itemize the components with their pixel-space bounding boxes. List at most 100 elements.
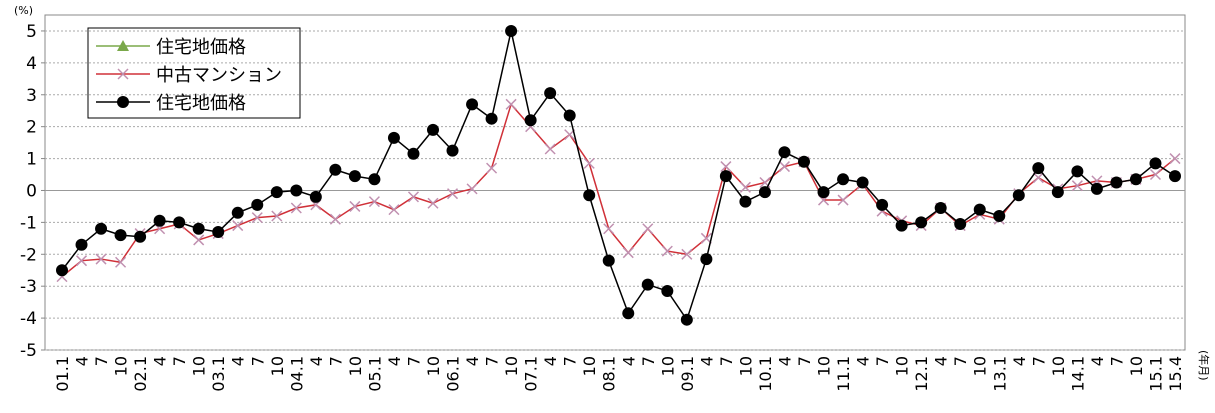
x-tick-label: 7 <box>795 356 814 366</box>
x-tick-label: 4 <box>73 356 92 366</box>
x-tick-label: 11.1 <box>834 356 853 392</box>
y-tick-label: 5 <box>26 22 37 42</box>
x-tick-label: 10 <box>502 356 521 376</box>
x-tick-label: 4 <box>854 356 873 366</box>
x-tick-label: 7 <box>873 356 892 366</box>
x-tick-label: 7 <box>639 356 658 366</box>
data-point <box>173 216 186 229</box>
x-tick-label: 10 <box>815 356 834 376</box>
x-tick-label: 08.1 <box>600 356 619 392</box>
data-point <box>1169 153 1181 165</box>
data-point <box>368 173 381 186</box>
data-point <box>641 278 654 291</box>
data-point <box>427 197 439 209</box>
x-tick-label: 4 <box>385 356 404 366</box>
data-point <box>895 219 908 232</box>
x-tick-label: 10 <box>346 356 365 376</box>
data-point <box>466 183 478 195</box>
data-point <box>368 196 380 208</box>
data-point <box>1051 186 1064 199</box>
x-tick-label: 10 <box>424 356 443 376</box>
data-point <box>934 202 947 215</box>
x-tick-label: 4 <box>1010 356 1029 366</box>
data-point <box>115 256 127 268</box>
data-point <box>290 184 303 197</box>
x-tick-label: 4 <box>775 356 794 366</box>
x-tick-label: 4 <box>463 356 482 366</box>
x-tick-label: 04.1 <box>287 356 306 392</box>
data-point <box>622 307 635 320</box>
data-point <box>466 98 479 111</box>
data-point <box>993 210 1006 222</box>
legend-label: 中古マンション <box>156 65 282 86</box>
x-tick-label: 01.1 <box>53 356 72 392</box>
data-point <box>837 173 850 186</box>
legend-label: 住宅地価格 <box>156 93 246 114</box>
data-point <box>388 204 400 216</box>
data-point <box>837 194 849 206</box>
data-point <box>739 195 752 208</box>
x-tick-label: 7 <box>326 356 345 366</box>
x-tick-label: 4 <box>932 356 951 366</box>
data-point <box>817 186 830 199</box>
data-point <box>75 238 88 251</box>
series-line <box>61 30 1176 322</box>
data-point <box>349 200 361 212</box>
x-tick-label: 7 <box>1107 356 1126 366</box>
legend-marker <box>117 40 129 51</box>
data-point <box>622 247 634 259</box>
data-point <box>407 147 420 160</box>
x-tick-label: 7 <box>561 356 580 366</box>
data-point <box>1071 180 1083 192</box>
data-point <box>583 189 596 202</box>
data-point <box>1032 172 1044 184</box>
x-tick-label: 12.1 <box>912 356 931 392</box>
data-point <box>486 162 498 174</box>
data-point <box>544 87 557 100</box>
y-tick-label: -3 <box>20 277 37 297</box>
x-tick-label: 10 <box>580 356 599 376</box>
data-point <box>1149 168 1162 181</box>
data-point <box>856 176 869 189</box>
x-tick-label: 03.1 <box>209 356 228 392</box>
x-tick-label: 13.1 <box>990 356 1009 392</box>
x-tick-label: 7 <box>717 356 736 366</box>
x-tick-label: 10 <box>268 356 287 376</box>
y-unit: (%) <box>14 4 33 17</box>
x-tick-label: 10 <box>112 356 131 376</box>
data-point <box>231 206 244 219</box>
x-tick-label: 10 <box>658 356 677 376</box>
data-point <box>778 146 791 159</box>
y-tick-label: 0 <box>26 181 37 201</box>
data-point <box>95 253 107 265</box>
legend-label: 住宅地価格 <box>156 37 246 58</box>
x-tick-label: 05.1 <box>365 356 384 392</box>
data-point <box>1032 162 1045 175</box>
data-point <box>973 203 986 216</box>
data-point <box>212 225 225 238</box>
data-point <box>446 188 459 200</box>
x-tick-label: 10 <box>893 356 912 376</box>
data-point <box>798 155 810 168</box>
data-point <box>1110 176 1123 189</box>
data-point <box>407 191 420 203</box>
data-point <box>485 112 498 125</box>
x-tick-label: 10 <box>736 356 755 376</box>
data-point <box>876 198 889 211</box>
data-point <box>271 210 283 222</box>
x-tick-label: 4 <box>307 356 326 366</box>
data-point <box>95 222 108 235</box>
data-point <box>524 114 537 127</box>
data-point <box>232 220 244 232</box>
x-tick-label: 7 <box>483 356 502 366</box>
x-tick-label: 10 <box>1049 356 1068 376</box>
x-tick-label: 10 <box>1127 356 1146 376</box>
data-point <box>661 284 674 297</box>
data-point <box>329 213 341 225</box>
x-tick-label: 10.1 <box>756 356 775 392</box>
data-point <box>680 313 693 326</box>
data-point <box>1071 165 1084 178</box>
x-tick-label: 09.1 <box>678 356 697 392</box>
